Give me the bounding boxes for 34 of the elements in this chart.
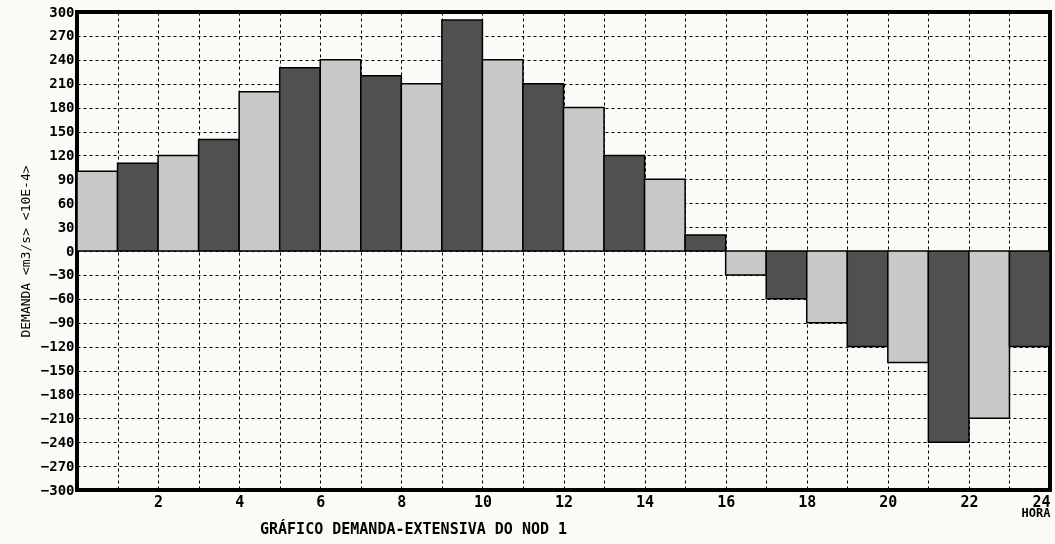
y-tick-label: −60 <box>49 290 75 307</box>
y-tick-label: 240 <box>49 51 75 68</box>
y-tick-label: 120 <box>49 146 75 163</box>
y-tick-label: −30 <box>49 266 75 283</box>
x-tick-label: 14 <box>636 492 655 511</box>
x-tick-label: 20 <box>879 492 898 511</box>
y-tick-label: −90 <box>49 314 75 331</box>
y-tick-label: 60 <box>57 194 75 211</box>
x-tick-label: 18 <box>798 492 817 511</box>
y-tick-label: −270 <box>40 457 75 474</box>
y-tick-label: 30 <box>57 218 75 235</box>
y-tick-label: 300 <box>49 3 75 20</box>
x-tick-label: 6 <box>316 492 326 511</box>
y-tick-label: 90 <box>57 170 75 187</box>
text: GRÁFICO DEMANDA-EXTENSIVA DO NOD 1 <box>259 519 568 538</box>
y-tick-label: −300 <box>40 481 75 498</box>
x-tick-label: 22 <box>960 492 979 511</box>
x-tick-label: 12 <box>554 492 574 511</box>
x-tick-label: 8 <box>397 492 407 511</box>
y-tick-label: −180 <box>40 385 75 402</box>
y-tick-label: 210 <box>49 75 75 92</box>
x-tick-label: 10 <box>473 492 492 511</box>
y-tick-label: 150 <box>49 123 75 139</box>
x-tick-label: 4 <box>235 492 245 511</box>
y-axis-title: DEMANDA <m3/s> <10E-4> <box>17 165 33 338</box>
y-tick-label: 0 <box>66 242 75 259</box>
y-tick-label: −150 <box>40 362 75 378</box>
x-tick-label: 16 <box>717 492 736 511</box>
x-tick-label: 2 <box>154 492 164 511</box>
y-tick-label: −120 <box>40 338 75 355</box>
y-tick-label: −240 <box>40 433 75 450</box>
y-tick-label: 180 <box>49 99 75 116</box>
y-tick-label: −210 <box>40 409 75 426</box>
y-tick-label: 270 <box>49 27 75 44</box>
